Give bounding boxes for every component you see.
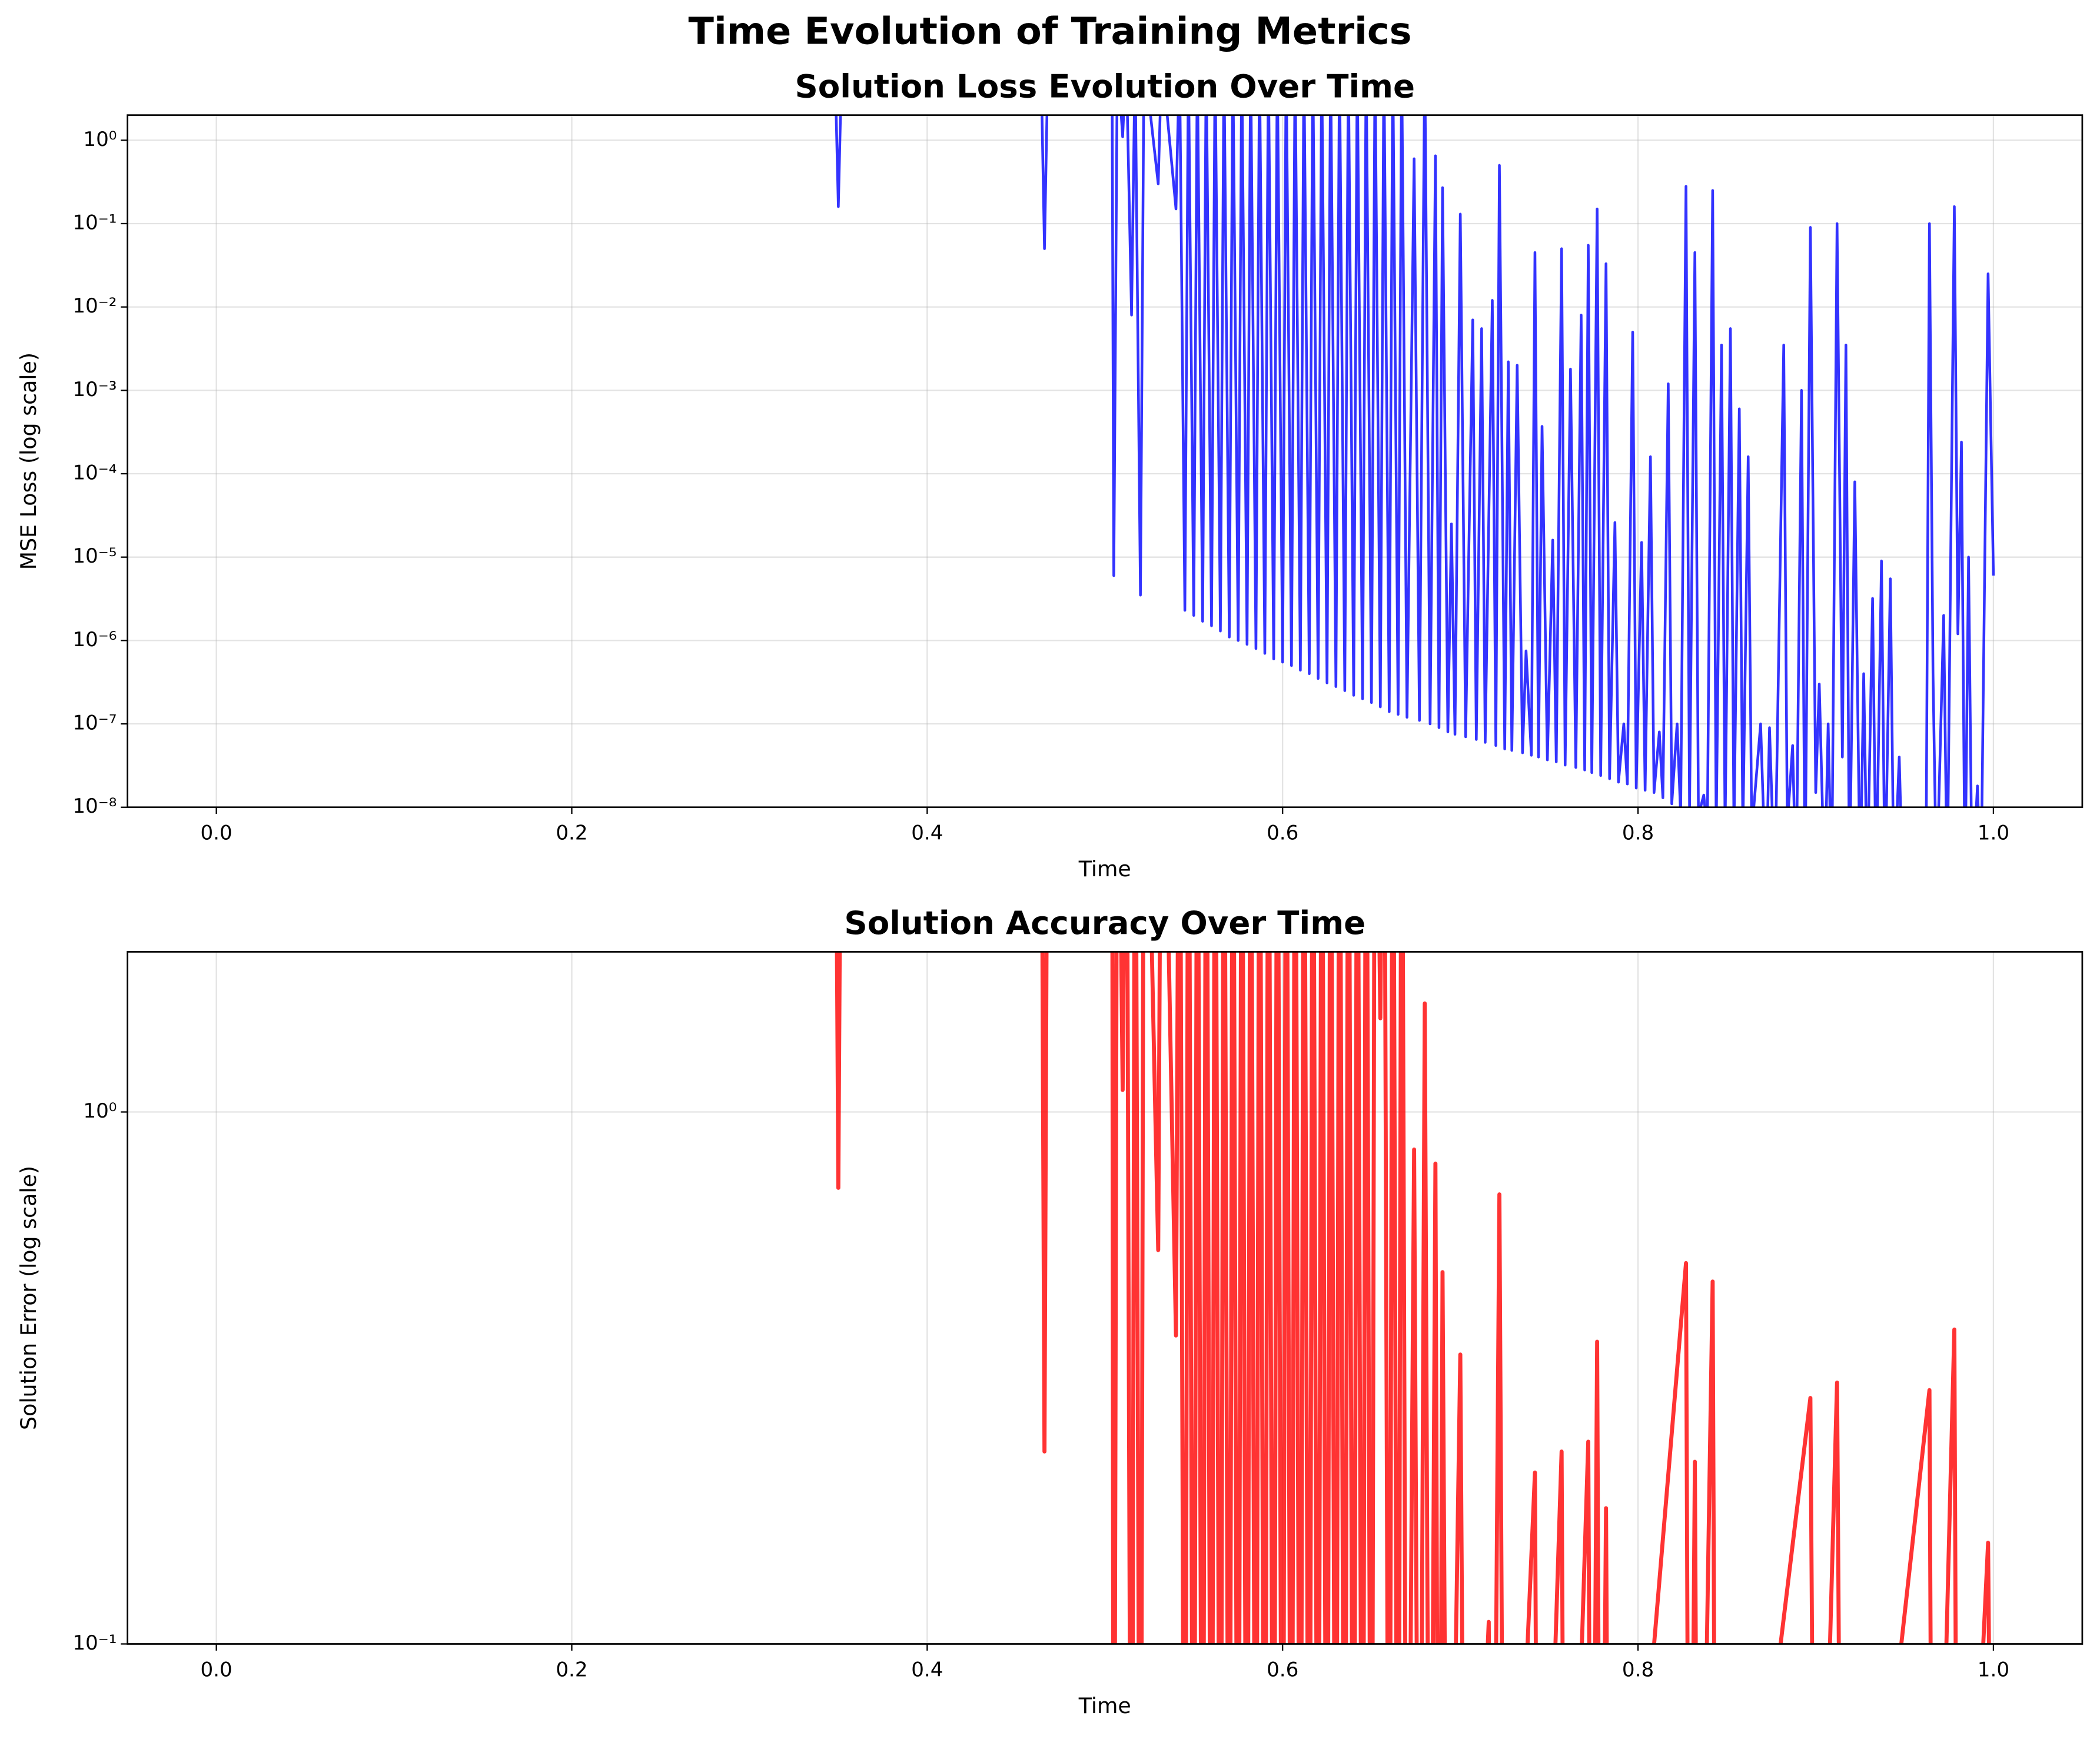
x-tick-label: 0.8 [1622,822,1654,845]
y-tick-label: 10⁰ [83,1099,117,1123]
y-tick-label: 10⁻² [72,294,117,318]
y-tick-label: 10⁻⁷ [72,711,117,735]
chart-title: Solution Loss Evolution Over Time [795,67,1415,105]
axes-frame [127,951,2084,1645]
x-axis-label: Time [1078,1693,1131,1718]
chart-title: Solution Accuracy Over Time [844,904,1365,942]
y-axis-label: Solution Error (log scale) [16,1166,41,1430]
x-tick-label: 0.0 [200,822,232,845]
y-tick-label: 10⁻⁴ [72,461,117,485]
data-line [835,952,1991,1644]
x-axis-label: Time [1078,856,1131,882]
x-tick-label: 1.0 [1978,1658,2009,1681]
x-tick-label: 0.2 [556,822,587,845]
x-tick-label: 0.8 [1622,1658,1654,1681]
y-tick-label: 10⁻⁶ [72,628,117,651]
figure-title: Time Evolution of Training Metrics [689,9,1412,53]
y-tick-label: 10⁻³ [72,378,117,401]
data-line [835,115,1995,807]
x-tick-label: 0.6 [1267,822,1298,845]
x-tick-label: 0.2 [556,1658,587,1681]
y-axis-label: MSE Loss (log scale) [16,353,41,570]
y-tick-label: 10⁰ [83,128,117,151]
y-tick-label: 10⁻⁵ [72,544,117,568]
x-tick-label: 1.0 [1978,822,2009,845]
axes-frame [127,114,2084,809]
x-tick-label: 0.6 [1267,1658,1298,1681]
x-tick-label: 0.0 [200,1658,232,1681]
y-tick-label: 10⁻¹ [72,1631,117,1655]
y-tick-label: 10⁻¹ [72,211,117,234]
x-tick-label: 0.4 [911,822,943,845]
y-tick-label: 10⁻⁸ [72,794,117,818]
x-tick-label: 0.4 [911,1658,943,1681]
